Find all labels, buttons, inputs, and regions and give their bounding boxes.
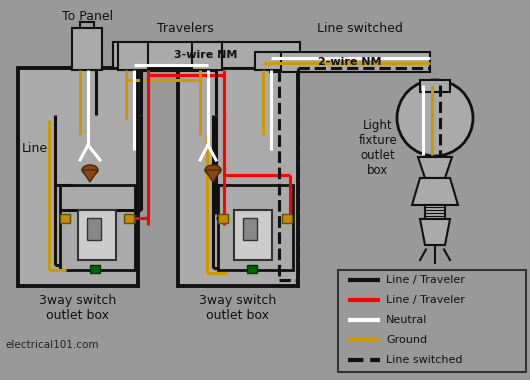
Polygon shape [420, 219, 450, 245]
Polygon shape [412, 178, 458, 205]
Bar [78, 210, 116, 260]
Bar [60, 214, 70, 223]
Text: To Panel: To Panel [63, 10, 113, 22]
Bar [247, 265, 257, 273]
Text: electrical101.com: electrical101.com [5, 340, 99, 350]
Bar [124, 214, 134, 223]
Text: Line / Traveler: Line / Traveler [386, 275, 465, 285]
Bar [60, 185, 135, 270]
Text: Ground: Ground [386, 335, 427, 345]
Text: Line: Line [22, 141, 48, 155]
Bar [270, 52, 430, 72]
Bar [234, 210, 272, 260]
Bar [178, 68, 298, 286]
Bar [420, 80, 450, 92]
Text: Light
fixture
outlet
box: Light fixture outlet box [359, 119, 398, 177]
Bar [192, 42, 222, 70]
Bar [87, 218, 101, 240]
Bar [218, 214, 228, 223]
Bar [255, 52, 281, 70]
Polygon shape [205, 170, 221, 182]
Bar [113, 42, 300, 68]
Text: Line switched: Line switched [317, 22, 403, 35]
Bar [243, 218, 257, 240]
Text: 2-wire NM: 2-wire NM [318, 57, 382, 67]
Text: 3-wire NM: 3-wire NM [174, 50, 237, 60]
Circle shape [397, 80, 473, 156]
Bar [118, 42, 148, 70]
Bar [90, 265, 100, 273]
Ellipse shape [82, 165, 98, 175]
Text: Line / Traveler: Line / Traveler [386, 295, 465, 305]
Text: 3way switch
outlet box: 3way switch outlet box [39, 294, 117, 322]
Polygon shape [418, 157, 452, 178]
Bar [72, 28, 102, 70]
Bar [425, 205, 445, 219]
Bar [282, 214, 292, 223]
Polygon shape [82, 170, 98, 182]
Bar [18, 68, 138, 286]
Ellipse shape [205, 165, 221, 175]
Text: 3way switch
outlet box: 3way switch outlet box [199, 294, 277, 322]
Bar [218, 185, 293, 270]
Text: Neutral: Neutral [386, 315, 427, 325]
Text: Travelers: Travelers [157, 22, 214, 35]
Text: Line switched: Line switched [386, 355, 463, 365]
